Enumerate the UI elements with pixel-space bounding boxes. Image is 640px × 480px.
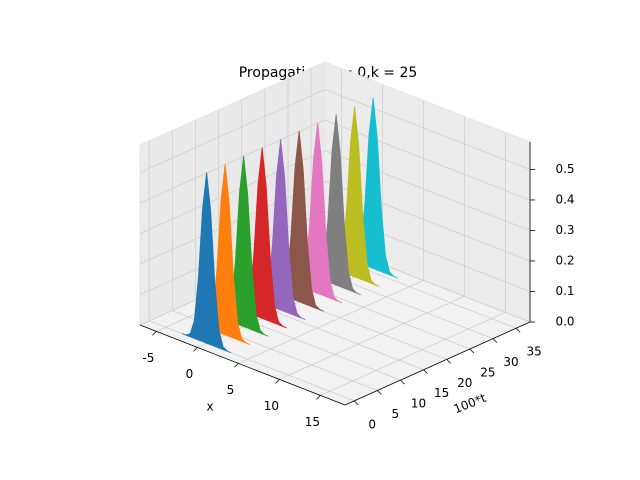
grid-line <box>324 89 531 170</box>
tick-mark <box>377 390 382 395</box>
x-tick-label: 10 <box>264 399 279 413</box>
y-axis-label: 100*t <box>452 391 489 417</box>
y-tick-label: 30 <box>503 355 518 369</box>
x-tick-label: 0 <box>186 367 194 381</box>
y-tick-label: 35 <box>526 345 541 359</box>
z-tick-label: 0.5 <box>555 162 574 176</box>
tick-mark <box>275 379 280 384</box>
tick-mark <box>316 395 321 400</box>
tick-mark <box>469 348 475 354</box>
tick-mark <box>515 327 521 333</box>
grid-line <box>139 89 326 173</box>
z-tick-label: 0.3 <box>555 223 574 237</box>
tick-mark <box>423 369 428 375</box>
tick-mark <box>400 379 405 385</box>
grid-line <box>238 280 424 364</box>
y-tick-label: 15 <box>434 386 449 400</box>
grid-line <box>139 150 326 234</box>
x-tick-label: 15 <box>305 415 320 429</box>
tick-mark <box>492 338 498 343</box>
z-tick-label: 0.4 <box>555 192 574 206</box>
grid-line <box>279 296 465 380</box>
tick-mark <box>234 363 239 368</box>
grid-line <box>139 119 326 204</box>
y-tick-label: 10 <box>411 397 426 411</box>
y-axis <box>344 321 531 406</box>
x-axis-label: x <box>206 400 213 414</box>
z-tick-label: 0.0 <box>555 315 574 329</box>
tick-mark <box>353 400 359 406</box>
x-tick-label: 5 <box>227 383 235 397</box>
tick-mark <box>193 347 198 352</box>
z-tick-label: 0.1 <box>555 284 574 298</box>
grid-line <box>320 312 506 396</box>
tick-mark <box>446 359 452 364</box>
y-tick-label: 0 <box>368 417 376 431</box>
tick-mark <box>152 331 157 336</box>
wave-surface <box>181 172 232 354</box>
x-tick-label: -5 <box>142 351 154 365</box>
y-tick-label: 5 <box>392 407 400 421</box>
y-tick-label: 25 <box>480 365 495 379</box>
grid-line <box>324 119 531 201</box>
y-tick-label: 20 <box>457 376 472 390</box>
x-axis <box>139 324 346 406</box>
z-tick-label: 0.2 <box>555 253 574 267</box>
